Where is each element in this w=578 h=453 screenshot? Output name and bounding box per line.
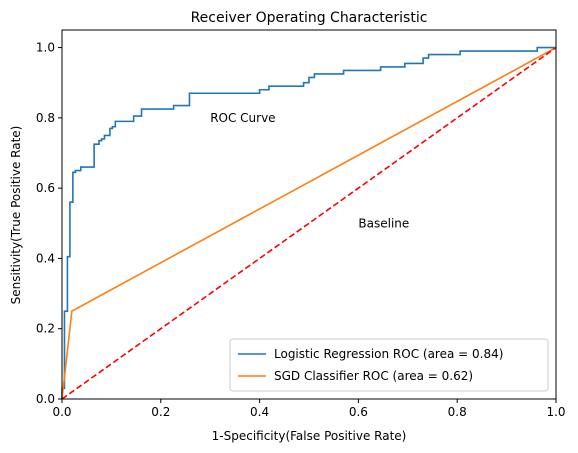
y-axis-label: Sensitivity(True Positive Rate) <box>9 126 23 305</box>
y-tick-label: 0.4 <box>36 251 55 265</box>
series-line-1 <box>61 46 557 400</box>
series-layer <box>61 46 557 400</box>
y-tick-label: 0.2 <box>36 322 55 336</box>
annotation-0: ROC Curve <box>210 111 275 125</box>
y-tick-label: 1.0 <box>36 41 55 55</box>
legend-label-1: SGD Classifier ROC (area = 0.62) <box>274 369 473 383</box>
series-line-2 <box>61 46 557 400</box>
chart-title: Receiver Operating Characteristic <box>191 10 428 26</box>
annotation-1: Baseline <box>358 216 409 230</box>
x-tick-label: 0.2 <box>151 405 170 419</box>
series-line-0 <box>61 46 556 399</box>
legend: Logistic Regression ROC (area = 0.84) SGD… <box>229 338 549 392</box>
x-axis-label: 1-Specificity(False Positive Rate) <box>212 429 407 443</box>
x-tick-label: 0.0 <box>52 405 71 419</box>
y-tick-label: 0.6 <box>36 181 55 195</box>
legend-box <box>229 338 549 392</box>
legend-label-0: Logistic Regression ROC (area = 0.84) <box>274 347 503 361</box>
x-tick-label: 0.8 <box>448 405 467 419</box>
plot-frame <box>61 29 557 400</box>
annotation-layer: ROC Curve Baseline <box>210 111 409 230</box>
tick-layer: 0.0 0.2 0.4 0.6 0.8 1.0 0.0 0.2 0.4 0.6 0.8 1.0 <box>36 41 566 419</box>
x-tick-label: 1.0 <box>546 405 565 419</box>
x-tick-label: 0.4 <box>250 405 269 419</box>
x-tick-label: 0.6 <box>349 405 368 419</box>
y-tick-label: 0.8 <box>36 111 55 125</box>
y-tick-label: 0.0 <box>36 392 55 406</box>
